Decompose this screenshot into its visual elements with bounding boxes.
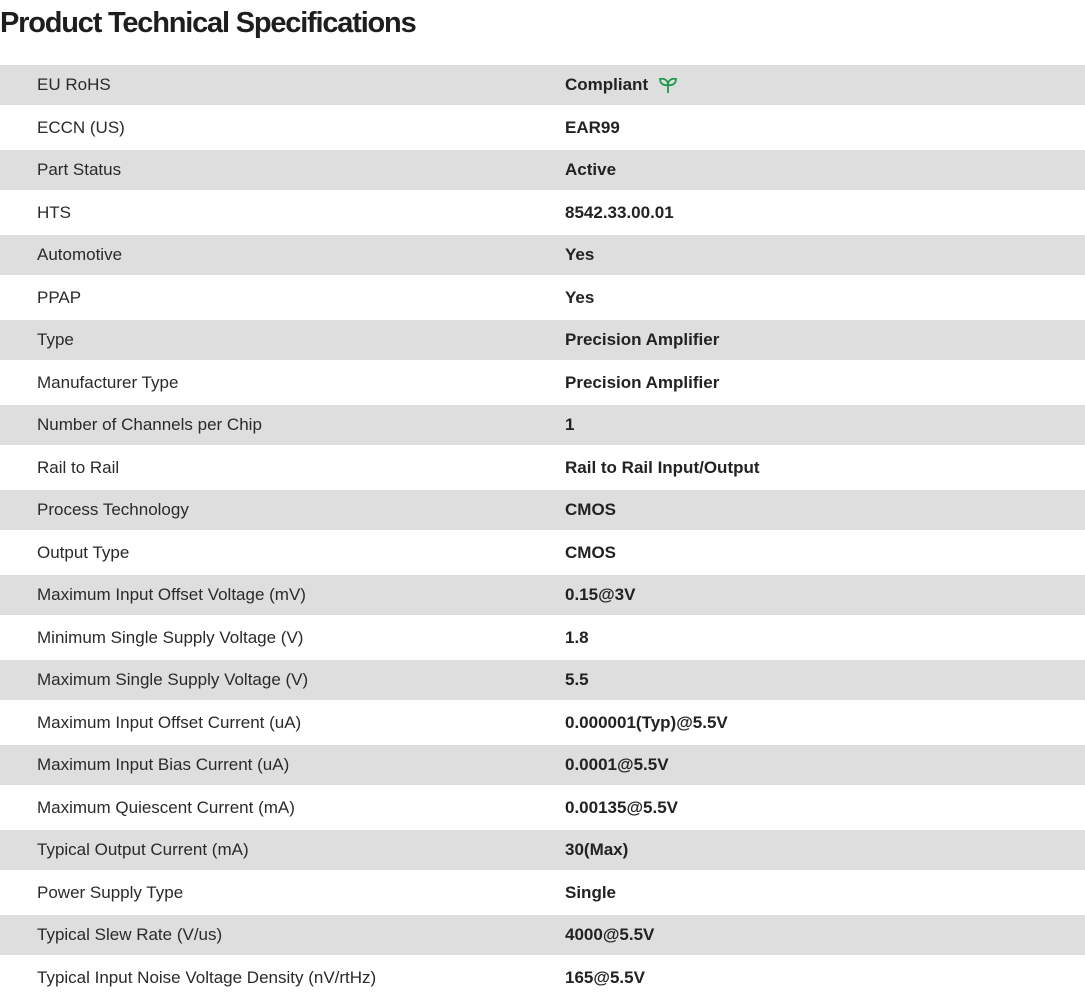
spec-label: Type (37, 330, 74, 349)
spec-value-text: 0.0001@5.5V (565, 755, 669, 774)
spec-value-text: CMOS (565, 542, 616, 562)
spec-value: 0.0001@5.5V (565, 755, 669, 775)
spec-value: Compliant (565, 75, 678, 95)
spec-value: CMOS (565, 500, 616, 520)
spec-row: Typical Input Noise Voltage Density (nV/… (0, 955, 1085, 1000)
spec-label: Maximum Single Supply Voltage (V) (37, 670, 309, 689)
spec-label: Process Technology (37, 500, 189, 519)
spec-value-text: 0.000001(Typ)@5.5V (565, 712, 728, 732)
spec-row: Type Precision Amplifier (0, 320, 1085, 360)
spec-label: Rail to Rail (37, 457, 120, 477)
spec-value: Yes (565, 288, 594, 308)
spec-value-text: 1 (565, 415, 575, 434)
spec-value: EAR99 (565, 118, 620, 138)
spec-value-text: Precision Amplifier (565, 330, 720, 349)
spec-row: Part Status Active (0, 150, 1085, 190)
spec-row: Minimum Single Supply Voltage (V) 1.8 (0, 615, 1085, 660)
spec-value: CMOS (565, 543, 616, 563)
spec-value-text: 165@5.5V (565, 967, 645, 987)
spec-row: Automotive Yes (0, 235, 1085, 275)
spec-value: 0.15@3V (565, 585, 635, 605)
spec-value: 8542.33.00.01 (565, 203, 674, 223)
spec-row: Maximum Input Offset Voltage (mV) 0.15@3V (0, 575, 1085, 615)
spec-label: Manufacturer Type (37, 372, 179, 392)
spec-value: 165@5.5V (565, 968, 645, 988)
spec-value: 1.8 (565, 628, 589, 648)
spec-row: Power Supply Type Single (0, 870, 1085, 915)
spec-value-text: Precision Amplifier (565, 372, 720, 392)
spec-label: Minimum Single Supply Voltage (V) (37, 627, 304, 647)
spec-value-text: CMOS (565, 500, 616, 519)
spec-value-text: 0.15@3V (565, 585, 636, 604)
spec-value-text: Compliant (565, 75, 649, 94)
spec-row: Typical Slew Rate (V/us) 4000@5.5V (0, 915, 1085, 955)
spec-row: PPAP Yes (0, 275, 1085, 320)
spec-label: Typical Slew Rate (V/us) (37, 925, 223, 944)
spec-value: Active (565, 160, 616, 180)
spec-row: Number of Channels per Chip 1 (0, 405, 1085, 445)
spec-row: Maximum Quiescent Current (mA) 0.00135@5.… (0, 785, 1085, 830)
spec-value-text: 5.5 (565, 670, 589, 689)
spec-label: Automotive (37, 245, 123, 264)
spec-row: Manufacturer Type Precision Amplifier (0, 360, 1085, 405)
spec-label: Maximum Input Offset Current (uA) (37, 712, 302, 732)
spec-row: Process Technology CMOS (0, 490, 1085, 530)
spec-row: HTS 8542.33.00.01 (0, 190, 1085, 235)
spec-label: Typical Input Noise Voltage Density (nV/… (37, 967, 377, 987)
spec-label: HTS (37, 202, 71, 222)
spec-value: Precision Amplifier (565, 330, 719, 350)
spec-value: 4000@5.5V (565, 925, 654, 945)
spec-value: 5.5 (565, 670, 589, 690)
spec-value: 0.000001(Typ)@5.5V (565, 713, 728, 733)
leaf-icon (658, 76, 678, 94)
spec-table: EU RoHS Compliant ECCN (US) EAR99 Part Statu… (0, 65, 1085, 1000)
spec-row: Rail to Rail Rail to Rail Input/Output (0, 445, 1085, 490)
spec-value: Rail to Rail Input/Output (565, 458, 760, 478)
spec-value: Precision Amplifier (565, 373, 719, 393)
spec-value-text: Rail to Rail Input/Output (565, 457, 760, 477)
spec-label: Part Status (37, 160, 122, 179)
spec-value: 0.00135@5.5V (565, 798, 678, 818)
spec-label: Maximum Input Offset Voltage (mV) (37, 585, 306, 604)
spec-label: Typical Output Current (mA) (37, 840, 249, 859)
spec-row: Output Type CMOS (0, 530, 1085, 575)
spec-row: Maximum Single Supply Voltage (V) 5.5 (0, 660, 1085, 700)
spec-label: PPAP (37, 287, 82, 307)
spec-label: Number of Channels per Chip (37, 415, 262, 434)
spec-value-text: 8542.33.00.01 (565, 202, 674, 222)
spec-value-text: 1.8 (565, 627, 589, 647)
page-title: Product Technical Specifications (0, 7, 417, 39)
spec-value: Single (565, 883, 616, 903)
spec-value-text: Yes (565, 245, 595, 264)
spec-value-text: EAR99 (565, 117, 620, 137)
spec-row: ECCN (US) EAR99 (0, 105, 1085, 150)
spec-value: Yes (565, 245, 594, 265)
spec-value: 1 (565, 415, 574, 435)
spec-label: ECCN (US) (37, 117, 125, 137)
spec-value-text: 4000@5.5V (565, 925, 655, 944)
spec-label: Maximum Input Bias Current (uA) (37, 755, 290, 774)
spec-label: Output Type (37, 542, 130, 562)
spec-value-text: 30(Max) (565, 840, 629, 859)
spec-value-text: Single (565, 882, 617, 902)
spec-label: Maximum Quiescent Current (mA) (37, 797, 295, 817)
spec-label: EU RoHS (37, 75, 111, 94)
spec-value: 30(Max) (565, 840, 628, 860)
spec-value-text: 0.00135@5.5V (565, 797, 678, 817)
spec-value-text: Yes (565, 287, 595, 307)
spec-label: Power Supply Type (37, 882, 184, 902)
spec-value-text: Active (565, 160, 617, 179)
spec-row: Typical Output Current (mA) 30(Max) (0, 830, 1085, 870)
spec-row: EU RoHS Compliant (0, 65, 1085, 105)
spec-row: Maximum Input Offset Current (uA) 0.00000… (0, 700, 1085, 745)
spec-row: Maximum Input Bias Current (uA) 0.0001@5.… (0, 745, 1085, 785)
